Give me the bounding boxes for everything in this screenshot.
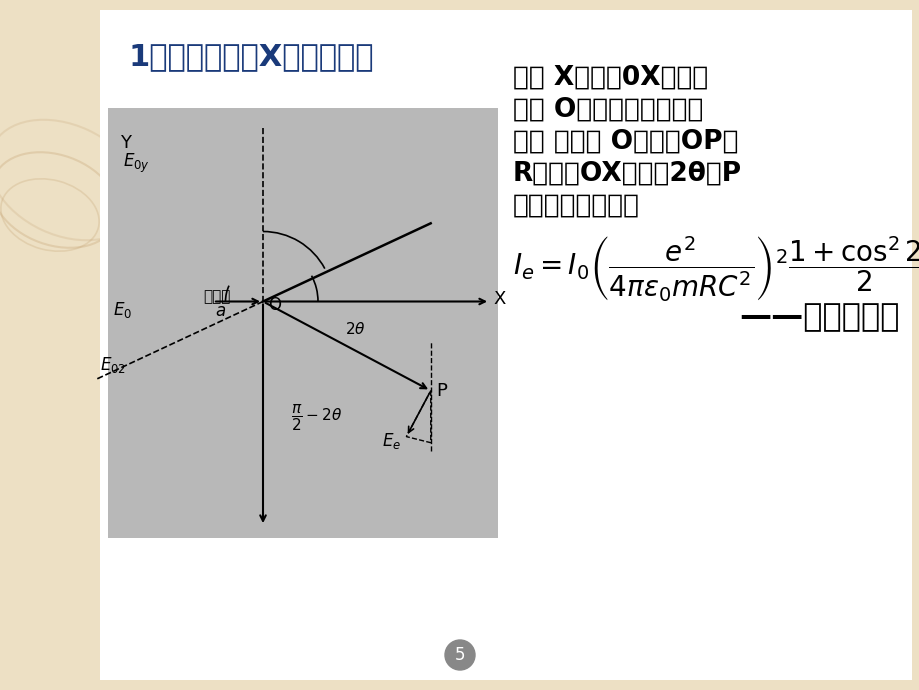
- Text: P: P: [436, 382, 446, 400]
- Text: R、且与OX夹角为2θ的P: R、且与OX夹角为2θ的P: [513, 161, 742, 187]
- Text: $I_e = I_0\left(\dfrac{e^2}{4\pi\varepsilon_0 mRC^2}\right)^2 \dfrac{1+\cos^2 2\: $I_e = I_0\left(\dfrac{e^2}{4\pi\varepsi…: [513, 235, 919, 304]
- Text: $\dfrac{\pi}{2}-2\theta$: $\dfrac{\pi}{2}-2\theta$: [290, 404, 342, 433]
- Text: O: O: [267, 297, 280, 315]
- Text: $E_0$: $E_0$: [113, 299, 132, 319]
- Text: 一束 X射线水0X方向传: 一束 X射线水0X方向传: [513, 65, 708, 91]
- Text: $E_{0y}$: $E_{0y}$: [123, 151, 150, 175]
- Text: ——汤姆逊公式: ——汤姆逊公式: [739, 302, 899, 333]
- Text: 射， 那么距 O点距离OP＝: 射， 那么距 O点距离OP＝: [513, 129, 738, 155]
- FancyBboxPatch shape: [100, 10, 911, 680]
- Text: 1）一个电子对X射线的散射: 1）一个电子对X射线的散射: [128, 42, 373, 71]
- Text: Y: Y: [119, 134, 130, 152]
- Text: X: X: [493, 290, 505, 308]
- Text: 5: 5: [454, 646, 465, 664]
- FancyBboxPatch shape: [108, 108, 497, 538]
- Circle shape: [445, 640, 474, 670]
- Text: 点的散射强度为：: 点的散射强度为：: [513, 193, 640, 219]
- Text: a: a: [215, 302, 225, 319]
- Text: 播， O点碍到电子发生散: 播， O点碍到电子发生散: [513, 97, 703, 123]
- Text: $E_{02}$: $E_{02}$: [100, 355, 126, 375]
- Text: $2\theta$: $2\theta$: [345, 320, 366, 337]
- Text: $E_e$: $E_e$: [381, 431, 401, 451]
- Text: 入射线: 入射线: [203, 290, 230, 304]
